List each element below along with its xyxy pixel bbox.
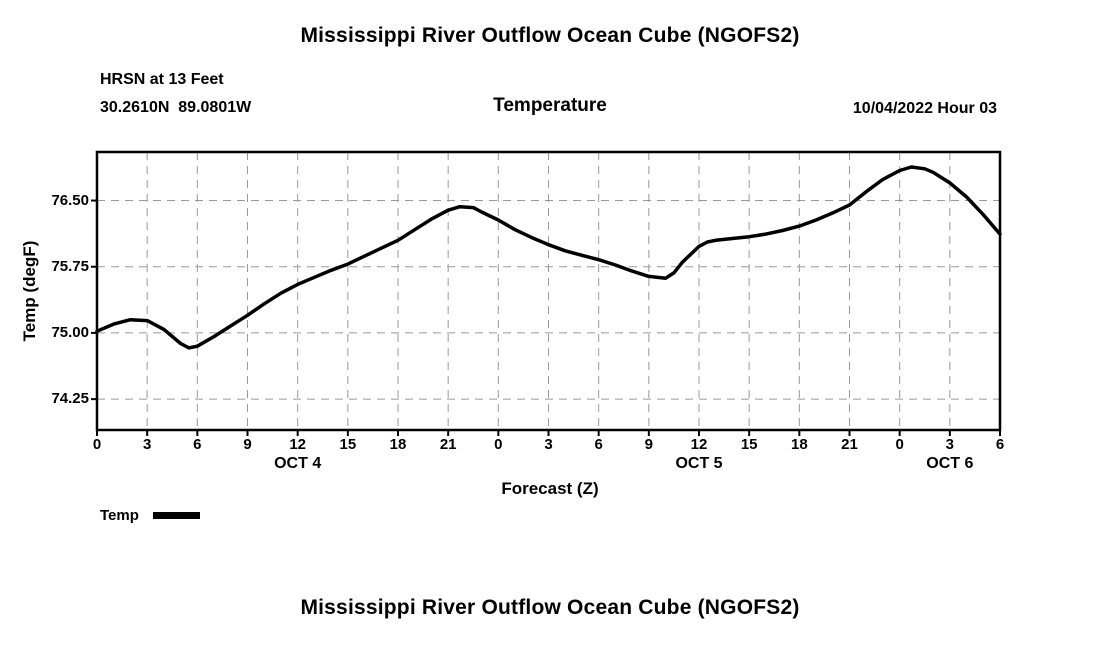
x-tick-label: 9 [243,436,252,453]
legend-line-swatch [152,512,200,519]
temp-series-line [95,165,1002,350]
x-tick-label: 6 [995,436,1005,453]
y-tick-label: 76.50 [51,191,89,209]
x-tick-label: 12 [690,436,708,453]
station-name: HRSN at 13 Feet [100,71,224,88]
forecast-datetime: 10/04/2022 Hour 03 [852,100,997,117]
x-tick-label: 3 [544,436,553,453]
x-tick-label: 9 [644,436,653,453]
x-tick-label: 15 [740,436,758,453]
x-tick-label: 6 [594,436,603,453]
x-tick-label: 18 [389,436,407,453]
legend: Temp [100,507,200,524]
chart-title: Mississippi River Outflow Ocean Cube (NG… [300,24,800,47]
x-tick-label: 21 [439,436,457,453]
x-tick-label: 12 [289,436,306,453]
x-tick-label: 21 [841,436,858,453]
legend-label: Temp [100,507,139,524]
next-chart-title: Mississippi River Outflow Ocean Cube (NG… [300,596,800,619]
x-tick-label: 6 [193,436,202,453]
x-tick-label: 0 [92,436,102,453]
y-tick-label: 75.00 [51,323,89,341]
x-tick-label: 3 [945,436,954,453]
x-date-label: OCT 5 [675,455,723,472]
x-tick-label: 18 [790,436,808,453]
y-tick-label: 74.25 [51,390,89,408]
x-date-label: OCT 4 [274,455,322,472]
x-tick-label: 3 [142,436,152,453]
variable-title: Temperature [493,95,607,116]
x-tick-label: 0 [895,436,904,453]
station-coordinates: 30.2610N 89.0801W [100,99,252,116]
x-date-label: OCT 6 [926,455,974,472]
x-axis-label: Forecast (Z) [501,479,599,498]
x-tick-label: 15 [339,436,357,453]
y-tick-label: 75.75 [51,257,89,275]
x-tick-label: 0 [494,436,503,453]
